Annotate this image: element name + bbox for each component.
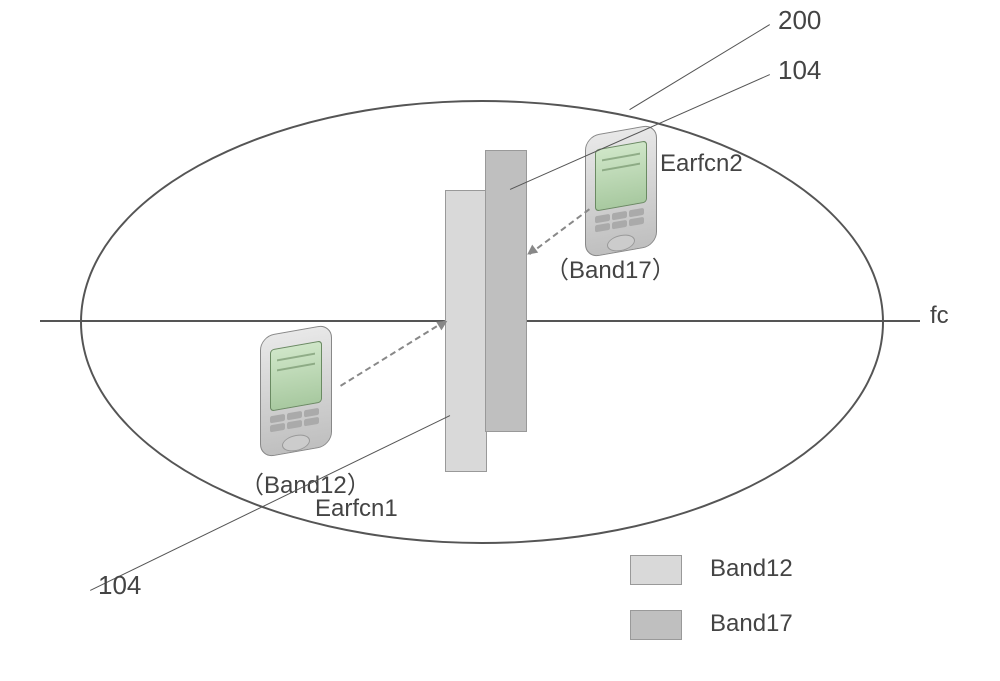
leader-200 <box>629 24 770 110</box>
legend-band17-swatch <box>630 610 682 640</box>
band17-rect <box>485 150 527 432</box>
legend-band12-swatch <box>630 555 682 585</box>
band12-rect <box>445 190 487 472</box>
phone-band12 <box>260 320 330 450</box>
legend-band12-label: Band12 <box>710 555 793 583</box>
callout-104-bottom: 104 <box>98 570 141 601</box>
callout-200: 200 <box>778 5 821 36</box>
phone-left-earfcn-label: Earfcn1 <box>315 495 398 523</box>
phone-right-earfcn-label: Earfcn2 <box>660 150 743 178</box>
diagram-canvas: fc （Band12） Earfcn1 （Band17） Earfcn2 200… <box>0 0 1000 681</box>
legend-band17-label: Band17 <box>710 610 793 638</box>
callout-104-top: 104 <box>778 55 821 86</box>
axis-fc-label: fc <box>930 302 949 330</box>
phone-right-band-label: （Band17） <box>545 250 676 285</box>
